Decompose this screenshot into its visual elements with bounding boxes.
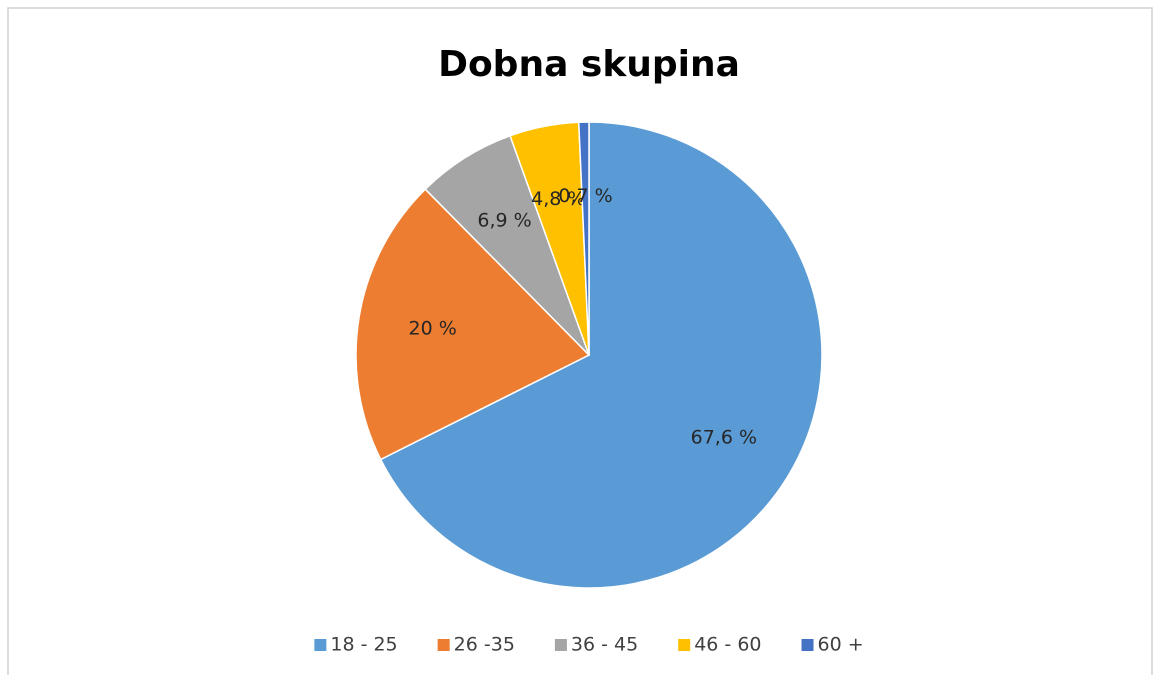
legend-swatch bbox=[314, 639, 327, 651]
legend-label: 18 - 25 bbox=[330, 634, 397, 656]
legend-swatch bbox=[678, 639, 691, 651]
pie-slice bbox=[355, 188, 591, 461]
data-label: 4,8 % bbox=[531, 188, 585, 210]
chart-border bbox=[7, 7, 1153, 675]
data-label: 20 % bbox=[409, 318, 457, 340]
legend-label: 26 -35 bbox=[454, 634, 515, 656]
pie-slice bbox=[379, 121, 823, 589]
legend-swatch bbox=[554, 639, 567, 651]
pie-slice bbox=[577, 121, 590, 356]
legend-label: 36 - 45 bbox=[571, 634, 638, 656]
legend-swatch bbox=[801, 639, 814, 651]
legend-label: 60 + bbox=[818, 634, 864, 656]
data-label: 67,6 % bbox=[691, 427, 757, 449]
data-label: 0,7 % bbox=[558, 185, 612, 207]
legend-label: 46 - 60 bbox=[694, 634, 761, 656]
legend-swatch bbox=[437, 639, 450, 651]
chart-title: Dobna skupina bbox=[438, 44, 740, 85]
data-label: 6,9 % bbox=[477, 209, 531, 231]
